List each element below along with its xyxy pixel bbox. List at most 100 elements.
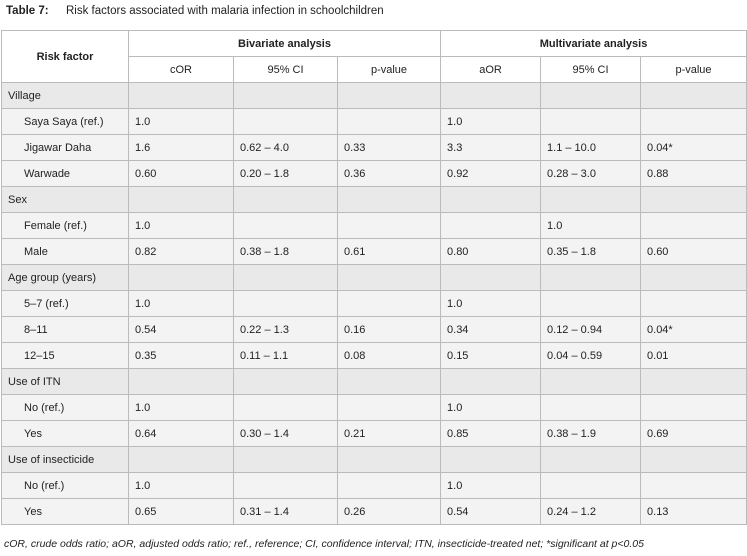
row-label: Warwade bbox=[1, 160, 129, 187]
cell: 0.13 bbox=[640, 498, 747, 525]
cell bbox=[640, 290, 747, 317]
cell: 1.0 bbox=[440, 472, 542, 499]
data-row: Female (ref.) 1.0 1.0 bbox=[1, 212, 747, 239]
cell bbox=[336, 82, 442, 109]
cell: 0.88 bbox=[640, 160, 747, 187]
cell: 0.24 – 1.2 bbox=[540, 498, 642, 525]
cell bbox=[233, 82, 338, 109]
cell bbox=[540, 264, 642, 291]
row-label: Saya Saya (ref.) bbox=[1, 108, 129, 135]
data-row: No (ref.) 1.0 1.0 bbox=[1, 394, 747, 421]
cell: 0.35 – 1.8 bbox=[540, 238, 642, 265]
row-label: No (ref.) bbox=[1, 472, 129, 499]
cell: 1.0 bbox=[440, 394, 542, 421]
cell bbox=[336, 264, 442, 291]
risk-factor-header: Risk factor bbox=[1, 30, 129, 83]
cell: 0.65 bbox=[128, 498, 234, 525]
group-header: Bivariate analysis bbox=[127, 30, 442, 57]
data-row: Jigawar Daha 1.6 0.62 – 4.0 0.33 3.3 1.1 – 10… bbox=[1, 134, 747, 161]
cell: 1.0 bbox=[440, 290, 542, 317]
cell: 1.0 bbox=[540, 212, 642, 239]
data-row: 12–15 0.35 0.11 – 1.1 0.08 0.15 0.04 – 0.59 0.… bbox=[1, 342, 747, 369]
section-label: Use of ITN bbox=[1, 368, 129, 395]
section-row: Age group (years) bbox=[1, 264, 747, 291]
data-row: No (ref.) 1.0 1.0 bbox=[1, 472, 747, 499]
cell: 0.54 bbox=[128, 316, 234, 343]
caption-title: Risk factors associated with malaria inf… bbox=[66, 5, 384, 17]
cell bbox=[336, 108, 442, 135]
cell: 0.64 bbox=[128, 420, 234, 447]
cell: 0.34 bbox=[440, 316, 542, 343]
section-row: Use of ITN bbox=[1, 368, 747, 395]
footnote: cOR, crude odds ratio; aOR, adjusted odd… bbox=[4, 538, 644, 550]
cell bbox=[640, 472, 747, 499]
cell: 0.92 bbox=[440, 160, 542, 187]
cell: 0.22 – 1.3 bbox=[233, 316, 338, 343]
cell bbox=[233, 212, 338, 239]
row-label: Jigawar Daha bbox=[1, 134, 129, 161]
cell bbox=[336, 290, 442, 317]
cell bbox=[640, 82, 747, 109]
cell bbox=[540, 394, 642, 421]
data-row: Saya Saya (ref.) 1.0 1.0 bbox=[1, 108, 747, 135]
cell bbox=[640, 368, 747, 395]
cell bbox=[440, 446, 542, 473]
column-header: p-value bbox=[336, 56, 442, 83]
section-label: Sex bbox=[1, 186, 129, 213]
cell bbox=[336, 368, 442, 395]
section-row: Sex bbox=[1, 186, 747, 213]
cell: 0.01 bbox=[640, 342, 747, 369]
cell: 0.26 bbox=[336, 498, 442, 525]
cell bbox=[128, 264, 234, 291]
cell bbox=[640, 108, 747, 135]
cell: 0.38 – 1.9 bbox=[540, 420, 642, 447]
section-row: Village bbox=[1, 82, 747, 109]
cell: 0.04 – 0.59 bbox=[540, 342, 642, 369]
cell bbox=[128, 368, 234, 395]
table: Risk factor Bivariate analysis Multivari… bbox=[1, 30, 747, 525]
cell: 1.0 bbox=[440, 108, 542, 135]
cell bbox=[336, 212, 442, 239]
cell bbox=[336, 472, 442, 499]
cell: 1.0 bbox=[128, 212, 234, 239]
data-row: Male 0.82 0.38 – 1.8 0.61 0.80 0.35 – 1.8 0.60 bbox=[1, 238, 747, 265]
data-row: Warwade 0.60 0.20 – 1.8 0.36 0.92 0.28 – 3.0 0… bbox=[1, 160, 747, 187]
cell bbox=[336, 394, 442, 421]
cell bbox=[540, 368, 642, 395]
column-header: p-value bbox=[640, 56, 747, 83]
column-header: aOR bbox=[440, 56, 542, 83]
cell bbox=[640, 446, 747, 473]
cell: 0.04* bbox=[640, 316, 747, 343]
cell: 0.33 bbox=[336, 134, 442, 161]
cell: 0.28 – 3.0 bbox=[540, 160, 642, 187]
column-header: 95% CI bbox=[540, 56, 642, 83]
cell bbox=[640, 186, 747, 213]
row-label: 8–11 bbox=[1, 316, 129, 343]
caption: Table 7: Risk factors associated with mal… bbox=[6, 5, 384, 21]
cell bbox=[233, 368, 338, 395]
cell: 3.3 bbox=[440, 134, 542, 161]
cell: 0.21 bbox=[336, 420, 442, 447]
column-header: 95% CI bbox=[233, 56, 338, 83]
cell bbox=[336, 446, 442, 473]
cell: 0.82 bbox=[128, 238, 234, 265]
section-label: Age group (years) bbox=[1, 264, 129, 291]
cell: 0.30 – 1.4 bbox=[233, 420, 338, 447]
row-label: Yes bbox=[1, 498, 129, 525]
cell bbox=[233, 108, 338, 135]
cell: 0.04* bbox=[640, 134, 747, 161]
group-header: Multivariate analysis bbox=[440, 30, 747, 57]
cell bbox=[440, 82, 542, 109]
cell bbox=[233, 290, 338, 317]
cell bbox=[336, 186, 442, 213]
cell: 0.85 bbox=[440, 420, 542, 447]
column-header: cOR bbox=[128, 56, 234, 83]
cell: 1.0 bbox=[128, 472, 234, 499]
cell: 0.35 bbox=[128, 342, 234, 369]
cell bbox=[640, 264, 747, 291]
data-row: 5–7 (ref.) 1.0 1.0 bbox=[1, 290, 747, 317]
header-row: Risk factor Bivariate analysis Multivari… bbox=[1, 30, 747, 83]
cell bbox=[540, 472, 642, 499]
row-label: No (ref.) bbox=[1, 394, 129, 421]
cell: 1.0 bbox=[128, 394, 234, 421]
